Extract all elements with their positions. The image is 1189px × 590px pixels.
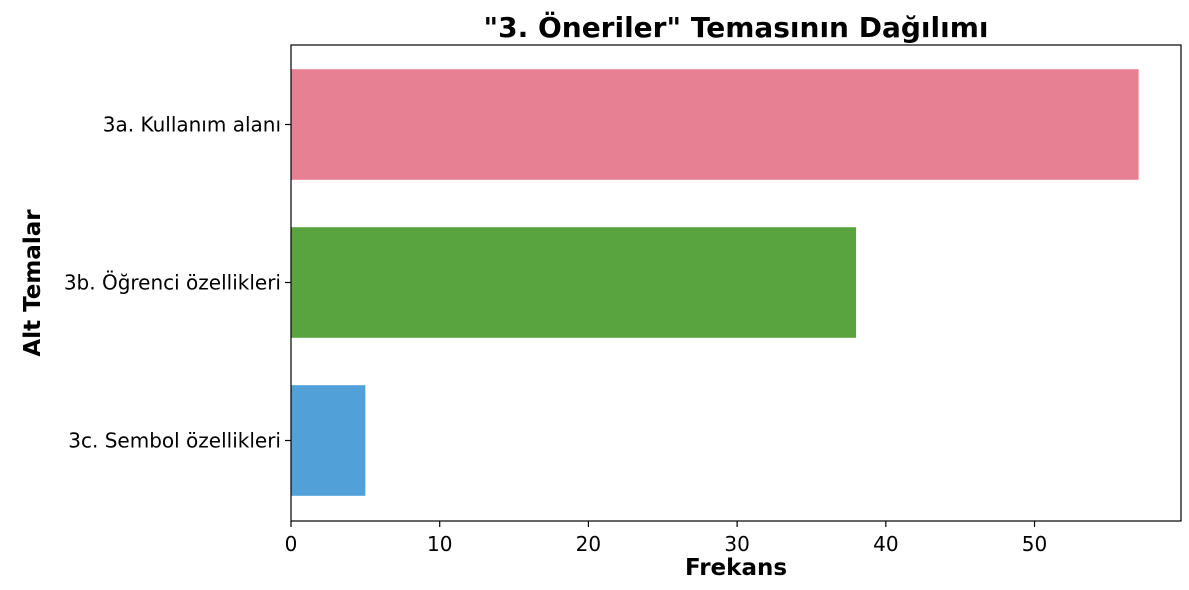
x-tick-label: 50 <box>1022 532 1047 556</box>
y-axis-label: Alt Temalar <box>20 209 46 357</box>
bar-2 <box>291 227 857 338</box>
bar-3 <box>291 385 366 496</box>
chart-title: "3. Öneriler" Temasının Dağılımı <box>484 10 989 44</box>
bar-1 <box>291 69 1139 180</box>
x-tick-label: 0 <box>285 532 298 556</box>
y-category-label: 3c. Sembol özellikleri <box>68 429 281 453</box>
x-tick-label: 10 <box>427 532 452 556</box>
x-tick-label: 40 <box>873 532 898 556</box>
x-tick-label: 30 <box>724 532 749 556</box>
y-category-label: 3b. Öğrenci özellikleri <box>64 271 281 295</box>
x-axis-label: Frekans <box>685 555 787 581</box>
x-tick-label: 20 <box>576 532 601 556</box>
y-category-label: 3a. Kullanım alanı <box>103 113 281 137</box>
